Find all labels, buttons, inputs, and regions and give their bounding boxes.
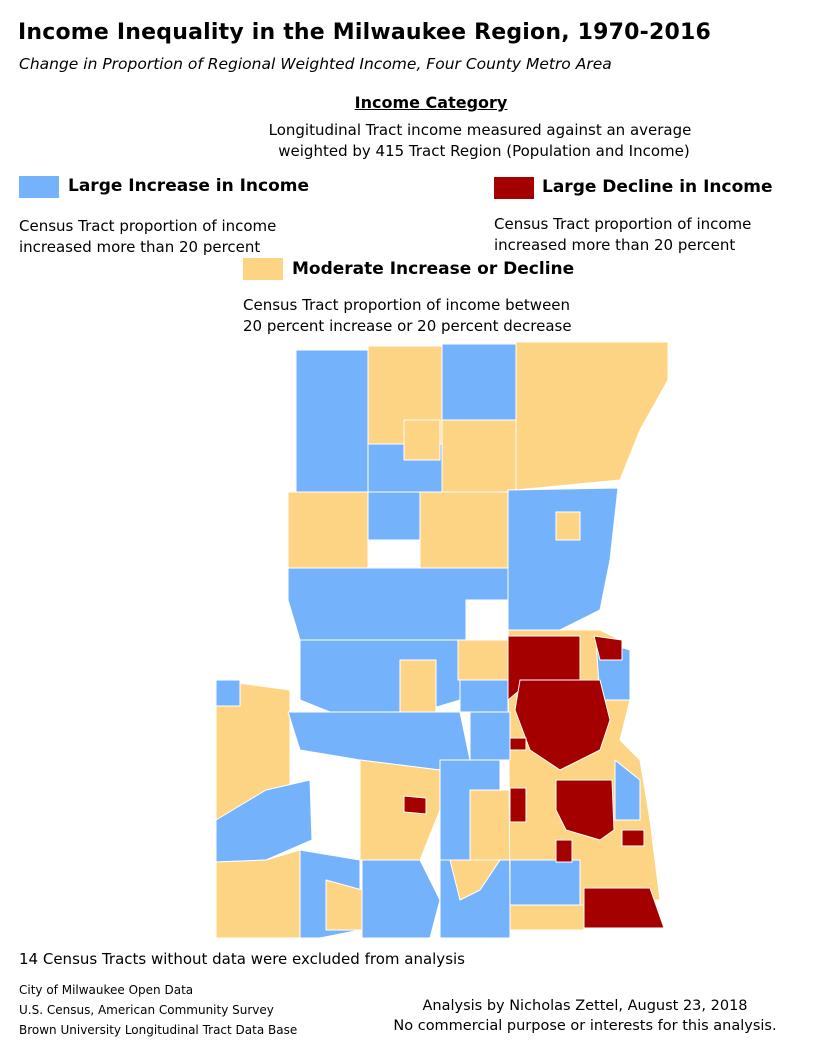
tract: [583, 887, 665, 929]
legend-desc-large-decline-line2: increased more than 20 percent: [494, 236, 736, 254]
tract: [555, 839, 573, 863]
legend-header: Income Category: [354, 93, 508, 112]
tract: [441, 419, 517, 493]
map-subtitle: Change in Proportion of Regional Weighte…: [19, 55, 612, 73]
choropleth-map: [215, 341, 669, 938]
tract: [555, 511, 581, 541]
source-line: City of Milwaukee Open Data: [19, 983, 194, 997]
tract: [367, 491, 421, 541]
source-line: U.S. Census, American Community Survey: [19, 1003, 274, 1017]
legend-description-line2: weighted by 415 Tract Region (Population…: [278, 142, 690, 160]
tract: [515, 341, 669, 491]
tract: [469, 789, 511, 861]
tract: [555, 779, 615, 841]
tract: [295, 349, 369, 493]
disclaimer-line: No commercial purpose or interests for t…: [393, 1018, 777, 1034]
tract: [507, 487, 619, 631]
tract: [509, 787, 527, 823]
tract: [399, 659, 437, 713]
tract: [215, 679, 241, 707]
tract: [419, 491, 509, 571]
tract: [509, 904, 585, 931]
tract: [287, 567, 509, 641]
tract: [621, 829, 645, 847]
legend-desc-large-increase-line1: Census Tract proportion of income: [19, 217, 277, 235]
tract: [614, 759, 641, 821]
legend-swatch-moderate: [243, 258, 283, 280]
legend-label-moderate: Moderate Increase or Decline: [292, 259, 575, 279]
legend-swatch-large-decline: [494, 177, 534, 199]
tract: [403, 795, 427, 815]
tract: [509, 859, 581, 906]
tract: [459, 679, 509, 713]
legend-desc-large-decline: Census Tract proportion of income increa…: [494, 214, 751, 256]
map-title: Income Inequality in the Milwaukee Regio…: [18, 20, 712, 45]
tract: [359, 759, 441, 861]
legend-description: Longitudinal Tract income measured again…: [180, 120, 780, 162]
tract: [441, 343, 517, 421]
legend-desc-moderate-line2: 20 percent increase or 20 percent decrea…: [243, 317, 572, 335]
excluded-tracts-note: 14 Census Tracts without data were exclu…: [19, 950, 465, 968]
legend-swatch-large-increase: [19, 176, 59, 198]
source-line: Brown University Longitudinal Tract Data…: [19, 1023, 298, 1037]
legend-desc-large-increase-line2: increased more than 20 percent: [19, 238, 261, 256]
legend-desc-moderate: Census Tract proportion of income betwee…: [243, 295, 572, 337]
tract: [509, 737, 527, 751]
legend-label-large-decline: Large Decline in Income: [542, 177, 773, 197]
tract: [449, 859, 501, 901]
tract: [514, 679, 611, 771]
tract: [287, 491, 369, 569]
tract: [403, 419, 441, 461]
tract: [457, 639, 509, 681]
legend-label-large-increase: Large Increase in Income: [68, 176, 310, 196]
tract: [593, 635, 623, 661]
legend-desc-large-increase: Census Tract proportion of income increa…: [19, 216, 276, 258]
tract: [469, 711, 511, 761]
legend-desc-moderate-line1: Census Tract proportion of income betwee…: [243, 296, 571, 314]
legend-desc-large-decline-line1: Census Tract proportion of income: [494, 215, 752, 233]
tract: [361, 859, 441, 938]
credit-line: Analysis by Nicholas Zettel, August 23, …: [422, 998, 748, 1014]
tract: [215, 849, 301, 938]
legend-description-line1: Longitudinal Tract income measured again…: [268, 121, 692, 139]
